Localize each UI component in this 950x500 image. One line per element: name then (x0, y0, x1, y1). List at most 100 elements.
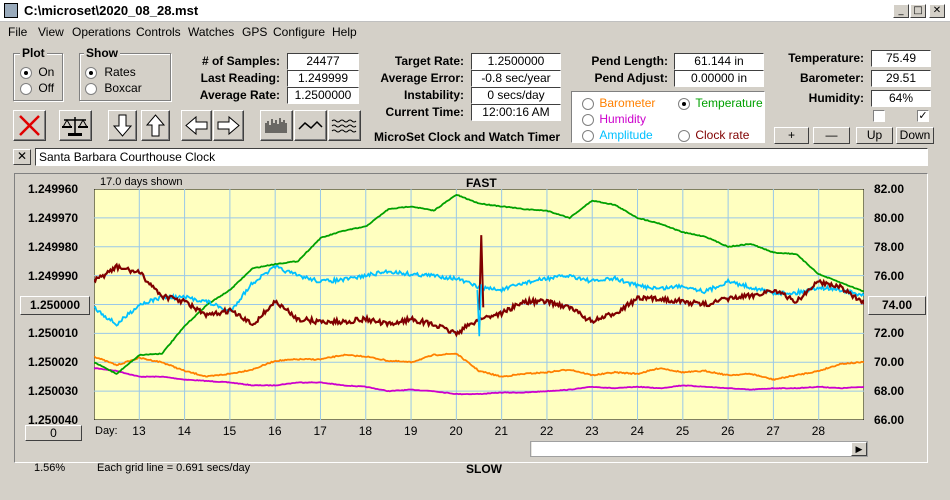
scale-icon (62, 117, 88, 136)
clock-name-field[interactable]: Santa Barbara Courthouse Clock (35, 148, 928, 166)
day-tick-label: 15 (222, 424, 237, 438)
average-rate-field: 1.2500000 (287, 87, 359, 104)
show-rates-radio[interactable] (85, 66, 97, 79)
maximize-button[interactable]: □ (910, 4, 926, 18)
sensor-amplitude-option[interactable]: Amplitude (582, 128, 653, 142)
last-reading-label: Last Reading: (200, 71, 280, 85)
up-button[interactable] (141, 110, 170, 141)
bars-view-button[interactable] (260, 110, 293, 141)
day-tick-label: 18 (358, 424, 373, 438)
plot-on-option[interactable]: On (20, 65, 54, 79)
left-axis-tick-label: 1.250020 (28, 355, 79, 370)
day-axis-label: Day: (95, 425, 118, 437)
left-axis-tick-label: 1.250040 (28, 413, 79, 427)
chart-plot-area (94, 189, 864, 420)
noise-view-button[interactable] (328, 110, 361, 141)
left-axis-center-button[interactable]: 1.250000 (20, 296, 90, 315)
humidity-label: Humidity: (808, 91, 864, 105)
day-tick-label: 23 (585, 424, 599, 438)
day-tick-label: 14 (177, 424, 191, 438)
day-tick-label: 27 (766, 424, 780, 438)
show-boxcar-option[interactable]: Boxcar (85, 81, 142, 95)
sensor-barometer-option[interactable]: Barometer (582, 96, 655, 110)
average-rate-label: Average Rate: (199, 88, 280, 102)
menu-file[interactable]: File (8, 25, 28, 39)
menu-operations[interactable]: Operations (72, 25, 131, 39)
stop-button[interactable] (13, 110, 46, 141)
pend-length-field[interactable]: 61.144 in (674, 53, 764, 70)
current-time-label: Current Time: (385, 105, 464, 119)
sensor-minus-button[interactable]: — (813, 127, 850, 144)
menu-gps[interactable]: GPS (242, 25, 268, 39)
scroll-right-button[interactable]: ▶ (851, 442, 867, 456)
samples-label: # of Samples: (201, 54, 280, 68)
menu-controls[interactable]: Controls (136, 25, 181, 39)
sensor-up-button[interactable]: Up (856, 127, 893, 144)
balance-button[interactable] (59, 110, 92, 141)
offset-button[interactable]: 0 (25, 425, 82, 441)
menu-watches[interactable]: Watches (188, 25, 235, 39)
down-button[interactable] (108, 110, 137, 141)
sensor-clockrate-option[interactable]: Clock rate (678, 128, 749, 142)
sensor-temperature-radio[interactable] (678, 97, 690, 110)
right-axis-tick-label: 76.00 (874, 268, 905, 283)
sensor-clockrate-radio[interactable] (678, 129, 690, 142)
app-icon (4, 3, 18, 18)
close-x-icon (19, 115, 40, 136)
show-rates-option[interactable]: Rates (85, 65, 136, 79)
barometer-field: 29.51 (871, 70, 931, 87)
horizontal-scrollbar[interactable]: ▶ (530, 441, 868, 457)
window-title: C:\microset\2020_08_28.mst (24, 3, 199, 18)
day-tick-label: 16 (268, 424, 282, 438)
pend-length-label: Pend Length: (591, 54, 668, 68)
sensor-amplitude-radio[interactable] (582, 129, 594, 142)
bar-graph-icon (265, 118, 287, 133)
series-line-humidity (94, 366, 864, 396)
target-rate-label: Target Rate: (394, 54, 464, 68)
average-error-field: -0.8 sec/year (471, 70, 561, 87)
right-button[interactable] (213, 110, 244, 141)
left-axis-tick-label: 1.249980 (28, 239, 79, 254)
left-axis-tick-label: 1.249990 (28, 268, 79, 283)
right-axis-tick-label: 78.00 (874, 239, 905, 254)
right-axis-tick-label: 82.00 (874, 182, 905, 196)
menu-bar: File View Operations Controls Watches GP… (0, 22, 950, 42)
arrow-right-icon (217, 115, 240, 136)
option-checkbox-1[interactable] (873, 110, 885, 122)
sensor-humidity-radio[interactable] (582, 113, 594, 126)
right-axis-center-button[interactable]: 74.00 (868, 296, 926, 315)
sensor-barometer-radio[interactable] (582, 97, 594, 110)
sensor-temperature-option[interactable]: Temperature (678, 96, 763, 110)
sensor-plus-button[interactable]: + (774, 127, 809, 144)
instability-label: Instability: (403, 88, 464, 102)
plot-on-radio[interactable] (20, 66, 32, 79)
plot-off-option[interactable]: Off (20, 81, 54, 95)
show-group (79, 53, 171, 101)
menu-view[interactable]: View (38, 25, 64, 39)
day-tick-label: 22 (539, 424, 554, 438)
day-tick-label: 13 (132, 424, 146, 438)
left-button[interactable] (181, 110, 212, 141)
instability-field: 0 secs/day (471, 87, 561, 104)
option-checkbox-2[interactable]: ✓ (917, 110, 929, 122)
target-rate-field[interactable]: 1.2500000 (471, 53, 561, 70)
days-shown-label: 17.0 days shown (100, 176, 183, 188)
clear-clock-button[interactable]: ✕ (13, 149, 31, 165)
scrollbar-track[interactable] (532, 442, 852, 456)
left-axis-tick-label: 1.249970 (28, 210, 79, 225)
chart-series (94, 194, 864, 396)
menu-configure[interactable]: Configure (273, 25, 326, 39)
plot-group-label: Plot (20, 46, 47, 60)
pend-adjust-field[interactable]: 0.00000 in (674, 70, 764, 87)
slow-label: SLOW (466, 462, 502, 476)
minimize-button[interactable]: _ (893, 4, 909, 18)
sensor-down-button[interactable]: Down (896, 127, 934, 144)
close-window-button[interactable]: ✕ (929, 4, 945, 18)
day-tick-label: 26 (721, 424, 735, 438)
right-axis-tick-label: 72.00 (874, 326, 905, 341)
sensor-humidity-option[interactable]: Humidity (582, 112, 646, 126)
plot-off-radio[interactable] (20, 82, 32, 95)
menu-help[interactable]: Help (332, 25, 357, 39)
show-boxcar-radio[interactable] (85, 82, 97, 95)
line-view-button[interactable] (294, 110, 327, 141)
